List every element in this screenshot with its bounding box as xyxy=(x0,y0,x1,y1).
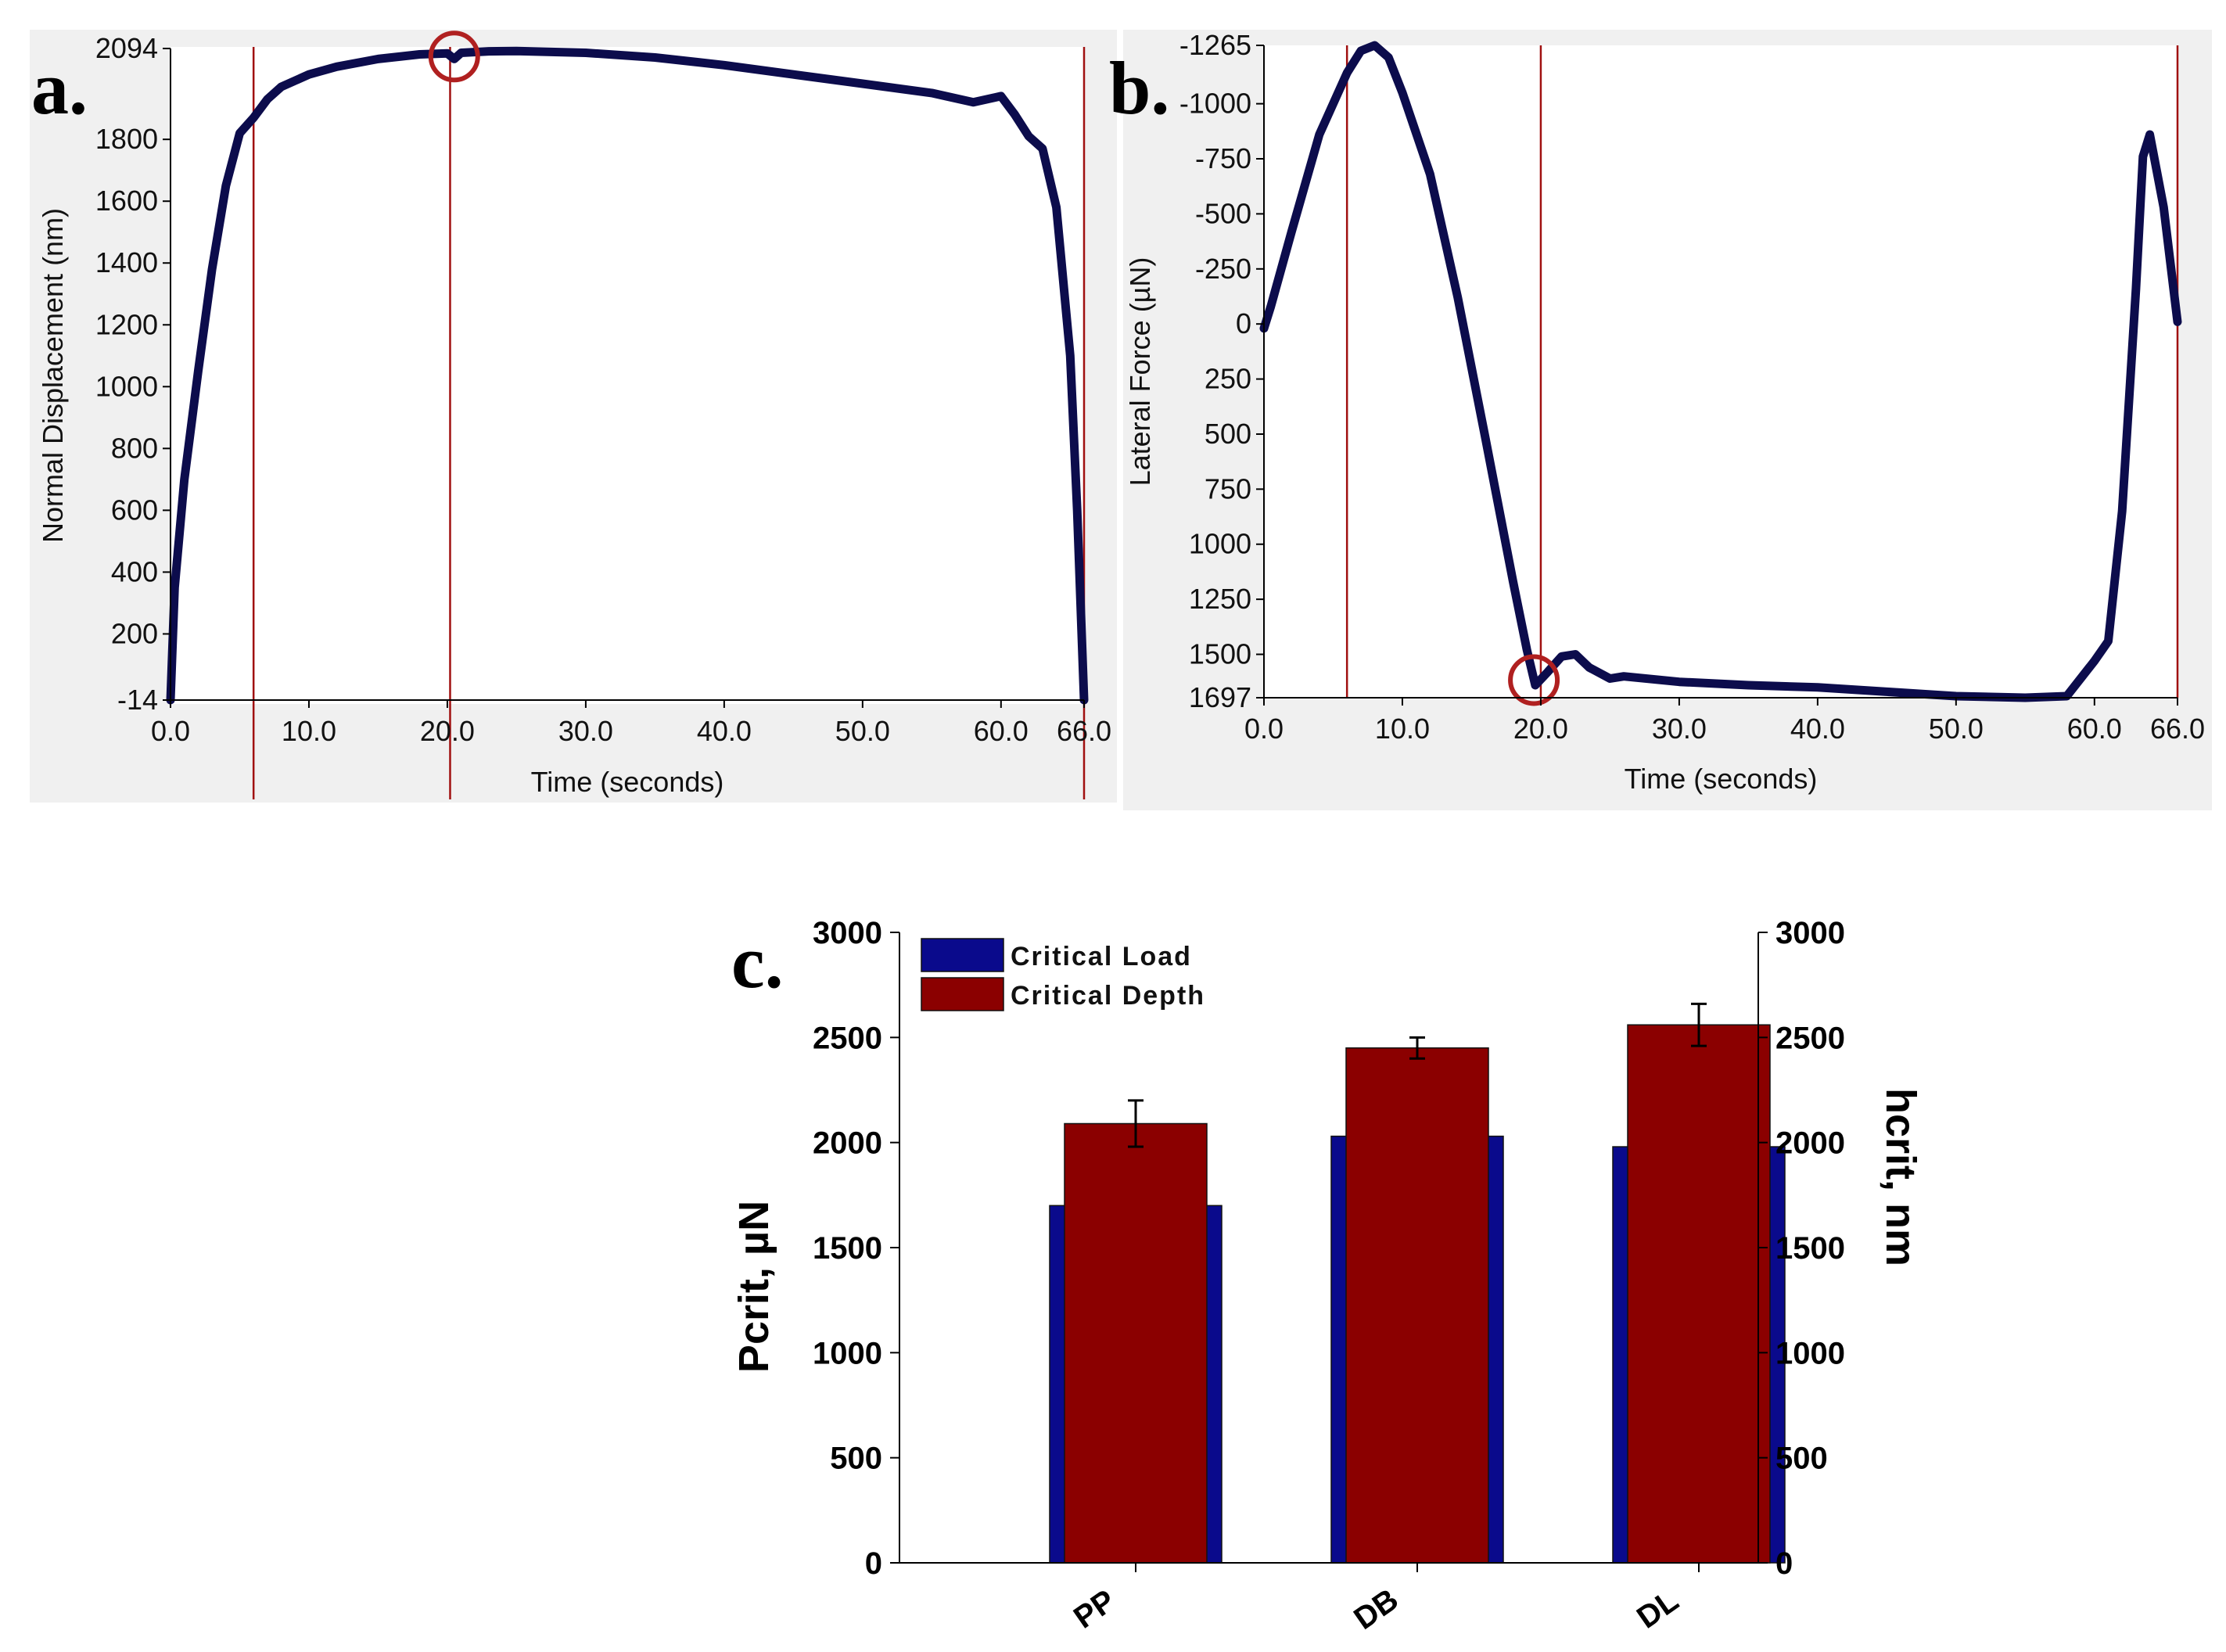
panel-a-label: a. xyxy=(31,46,88,130)
panel-a-x-tick-label: 30.0 xyxy=(558,715,613,747)
legend-label-critical-depth: Critical Depth xyxy=(1011,981,1205,1011)
panel-a-axes: -14 200 400 600 800 1000 1200 1400 1600 1800 2094 0… xyxy=(95,32,1111,747)
panel-a-y-tick-label: 1200 xyxy=(95,308,158,340)
panel-a-y-tick-label: 1800 xyxy=(95,123,158,155)
panel-b-y-tick-label: 500 xyxy=(1205,418,1251,450)
panel-c-label: c. xyxy=(731,920,784,1004)
legend-swatch-critical-depth xyxy=(921,977,1004,1011)
panel-c-bars xyxy=(1049,1002,1786,1564)
panel-c-right-tick-label: 1500 xyxy=(1775,1231,1845,1266)
panel-b-y-tick-label: 1500 xyxy=(1189,638,1251,670)
panel-b-x-tick-label: 0.0 xyxy=(1244,713,1284,745)
legend-label-critical-load: Critical Load xyxy=(1011,942,1192,971)
panel-a-y-tick-label: 200 xyxy=(111,617,158,649)
panel-b-x-tick-label: 60.0 xyxy=(2067,713,2122,745)
panel-c-left-tick-label: 1000 xyxy=(813,1336,882,1370)
panel-c-category-label: PP xyxy=(1068,1583,1122,1636)
panel-c-right-tick-label: 2500 xyxy=(1775,1021,1845,1055)
panel-a-plot-area xyxy=(171,47,1084,704)
panel-b-y-tick-label: 1000 xyxy=(1189,528,1251,560)
panel-a-y-tick-label: 400 xyxy=(111,555,158,587)
panel-b-label: b. xyxy=(1109,46,1169,130)
panel-c-right-tick-label: 500 xyxy=(1775,1442,1828,1476)
panel-a-x-tick-label: 20.0 xyxy=(420,715,475,747)
panel-c-left-tick-label: 3000 xyxy=(813,916,882,950)
panel-c-left-tick-label: 2000 xyxy=(813,1126,882,1161)
panel-c-right-tick-label: 2000 xyxy=(1775,1126,1845,1161)
panel-c-bar-critical-depth xyxy=(1064,1122,1208,1564)
panel-b-y-tick-label: 250 xyxy=(1205,363,1251,395)
panel-a-x-axis-title: Time (seconds) xyxy=(531,766,724,798)
panel-a-y-axis-title: Normal Displacement (nm) xyxy=(37,208,69,543)
panel-b-y-tick-label: -1265 xyxy=(1179,29,1251,61)
panel-b-y-tick-label: -1000 xyxy=(1179,88,1251,120)
panel-a-x-tick-label: 60.0 xyxy=(974,715,1029,747)
panel-a-critical-circle xyxy=(428,31,480,83)
panel-c-legend: Critical Load Critical Depth xyxy=(921,938,1205,1011)
legend-swatch-critical-load xyxy=(921,938,1004,972)
panel-a-y-tick-label: 1400 xyxy=(95,246,158,278)
panel-c-category-label: DB xyxy=(1348,1582,1405,1636)
panel-c-left-tick-label: 2500 xyxy=(813,1021,882,1055)
panel-b: 1697 1500 1250 1000 750 500 250 0 -250 -500 -750 -1… xyxy=(1109,29,2212,810)
panel-c-bar-critical-depth xyxy=(1345,1047,1489,1564)
panel-b-x-tick-label: 10.0 xyxy=(1375,713,1430,745)
panel-c-category-label: DL xyxy=(1631,1583,1685,1636)
panel-b-x-tick-label: 50.0 xyxy=(1929,713,1984,745)
panel-a: -14 200 400 600 800 1000 1200 1400 1600 1800 2094 0… xyxy=(30,30,1117,803)
panel-a-y-tick-label: -14 xyxy=(117,684,158,716)
panel-b-x-axis-title: Time (seconds) xyxy=(1625,763,1818,795)
panel-b-x-tick-label: 30.0 xyxy=(1652,713,1707,745)
panel-c-right-tick-label: 3000 xyxy=(1775,916,1845,950)
panel-c-bar-critical-depth xyxy=(1627,1024,1771,1564)
panel-c: 0 0 500 500 1000 1000 1500 1500 2000 2000 2500 2500… xyxy=(731,916,1924,1636)
panel-b-x-tick-label: 66.0 xyxy=(2150,713,2205,745)
panel-a-x-tick-label: 50.0 xyxy=(835,715,890,747)
panel-b-y-tick-label: -500 xyxy=(1195,197,1251,229)
panel-c-right-tick-label: 0 xyxy=(1775,1546,1793,1581)
panel-c-right-axis-title: hcrit, nm xyxy=(1877,1088,1924,1266)
panel-b-series xyxy=(1259,41,2182,706)
panel-c-axes: 0 0 500 500 1000 1000 1500 1500 2000 2000 2500 2500… xyxy=(813,916,1845,1636)
panel-b-plot-area xyxy=(1264,45,2178,698)
panel-a-y-tick-label: 600 xyxy=(111,494,158,526)
panel-c-left-tick-label: 0 xyxy=(865,1546,882,1581)
panel-b-y-axis-title: Lateral Force (µN) xyxy=(1124,257,1156,487)
panel-a-y-tick-label: 2094 xyxy=(95,32,158,64)
panel-a-y-tick-label: 800 xyxy=(111,432,158,464)
panel-a-y-tick-label: 1600 xyxy=(95,185,158,217)
panel-c-left-tick-label: 500 xyxy=(830,1442,882,1476)
panel-b-y-tick-label: 750 xyxy=(1205,472,1251,505)
panel-a-x-tick-label: 0.0 xyxy=(151,715,190,747)
panel-b-y-tick-label: 1250 xyxy=(1189,583,1251,615)
panel-b-y-tick-label: 1697 xyxy=(1189,681,1251,713)
panel-c-right-tick-label: 1000 xyxy=(1775,1336,1845,1370)
panel-b-markers xyxy=(1345,45,2179,698)
panel-a-series xyxy=(166,31,1089,705)
panel-b-y-tick-label: -250 xyxy=(1195,253,1251,285)
panel-b-series-line xyxy=(1259,41,2182,702)
panel-b-critical-circle xyxy=(1508,654,1560,706)
panel-b-x-tick-label: 40.0 xyxy=(1790,713,1845,745)
panel-b-x-tick-label: 20.0 xyxy=(1513,713,1568,745)
panel-a-x-tick-label: 10.0 xyxy=(282,715,336,747)
panel-b-axes: 1697 1500 1250 1000 750 500 250 0 -250 -500 -750 -1… xyxy=(1179,29,2205,745)
panel-b-y-tick-label: 0 xyxy=(1236,307,1251,339)
panel-a-x-tick-label: 66.0 xyxy=(1057,715,1111,747)
panel-b-y-tick-label: -750 xyxy=(1195,142,1251,174)
panel-c-left-tick-label: 1500 xyxy=(813,1231,882,1266)
panel-a-x-tick-label: 40.0 xyxy=(697,715,752,747)
panel-c-left-axis-title: Pcrit, µN xyxy=(731,1201,777,1373)
panel-a-y-tick-label: 1000 xyxy=(95,370,158,402)
